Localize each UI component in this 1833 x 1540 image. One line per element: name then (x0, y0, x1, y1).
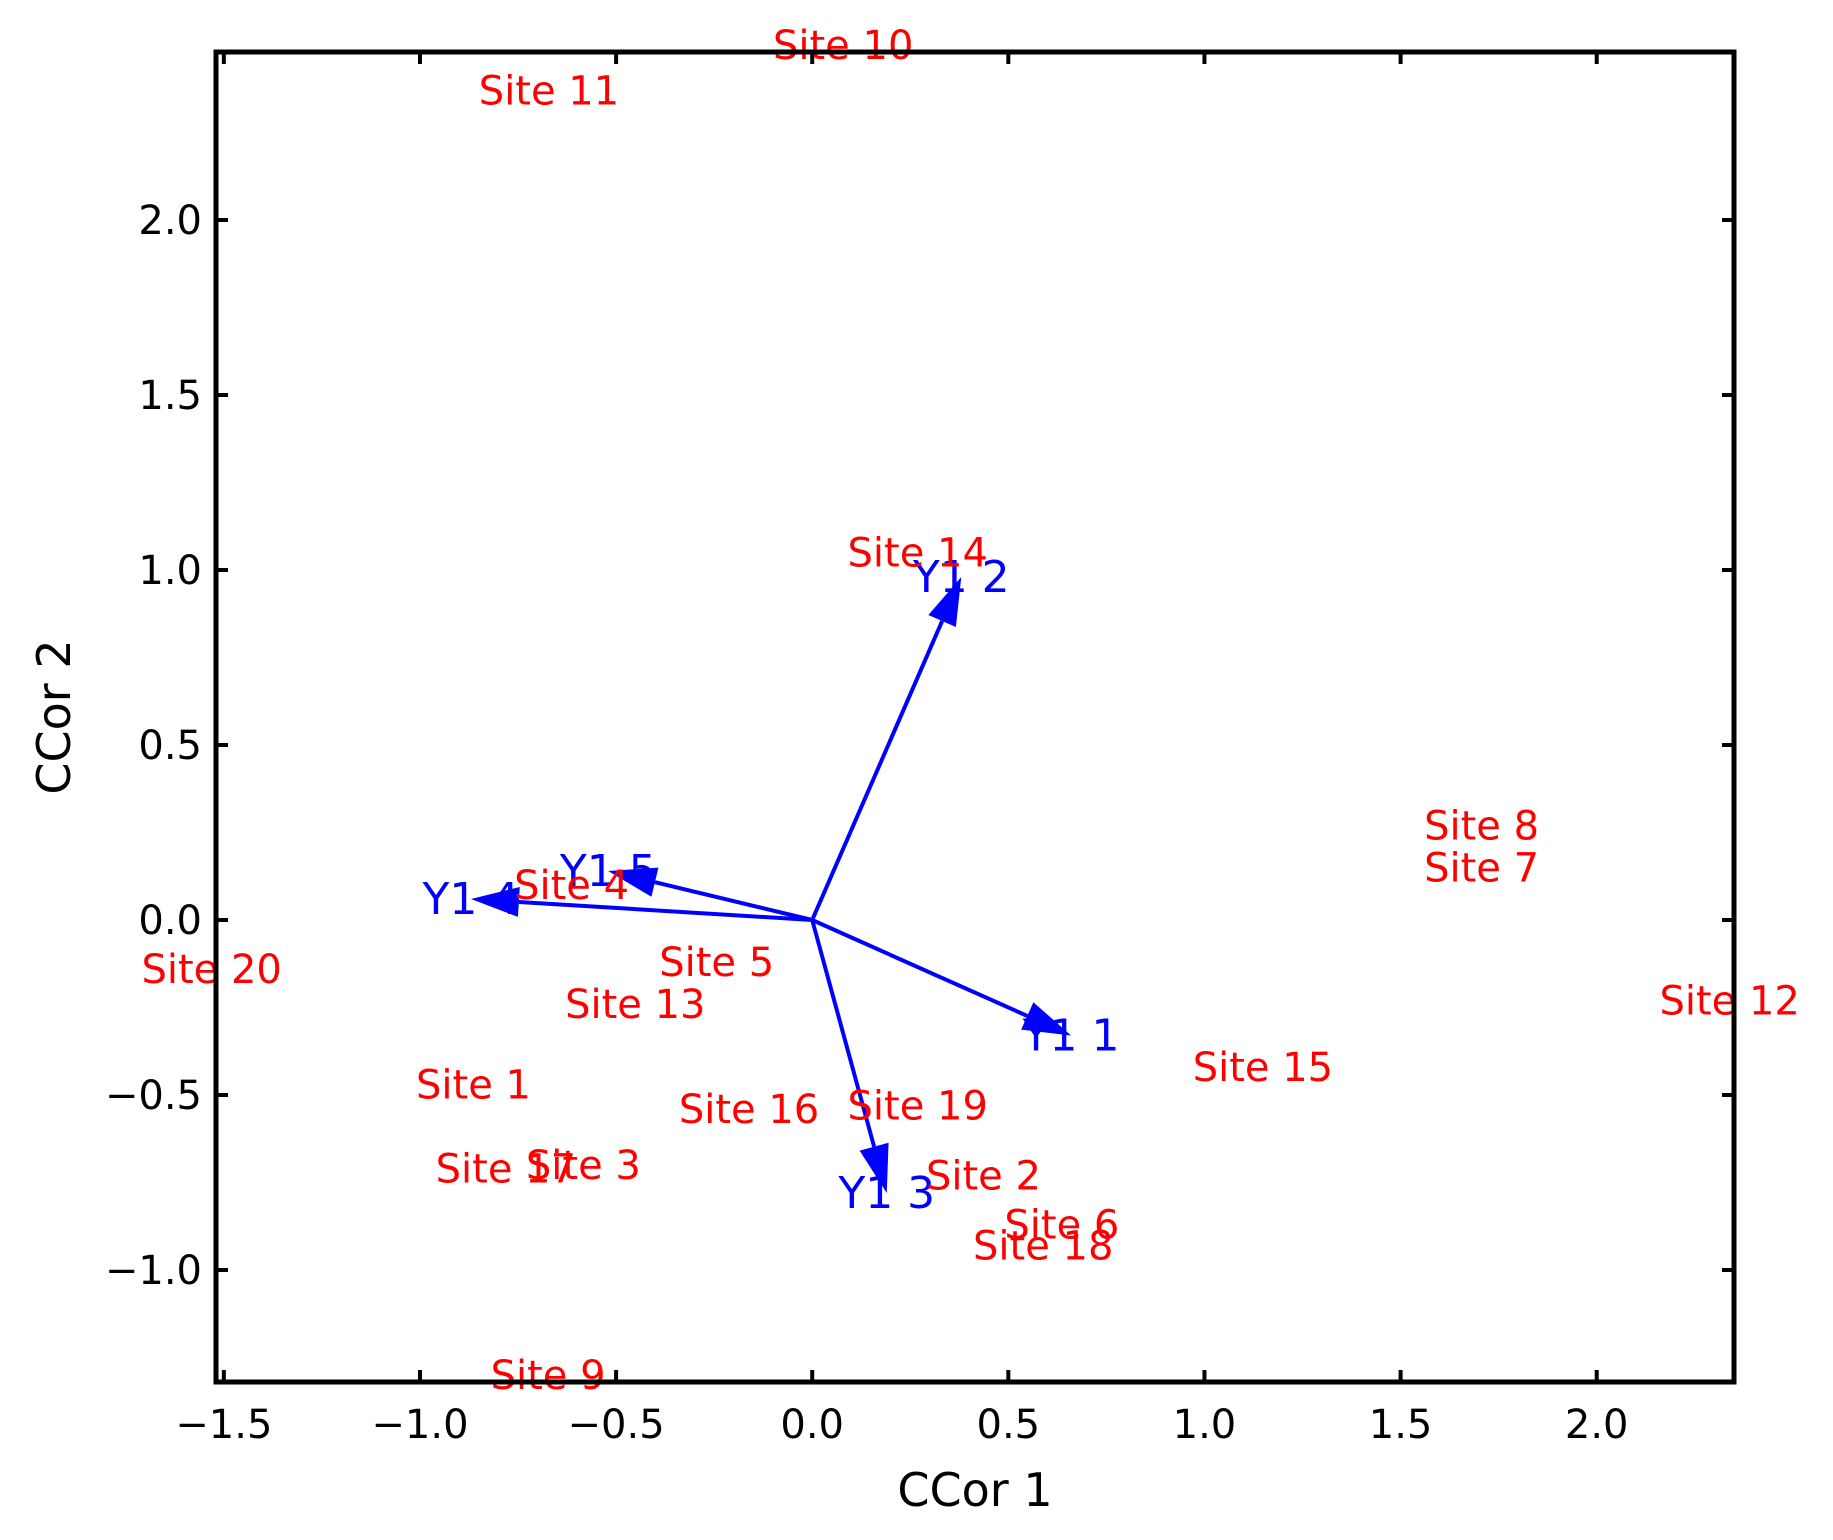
x-tick-label: 1.5 (1369, 1402, 1433, 1448)
y-tick-label: 0.0 (138, 898, 202, 944)
vector-layer: Y1 1 Y1 2 Y1 3 Y1 4 Y1 5 (422, 552, 1120, 1219)
vector-line (811, 918, 1029, 1018)
site-label: Site 20 (141, 947, 281, 993)
site-label: Site 17 (436, 1147, 576, 1193)
x-tick-label: −0.5 (568, 1402, 665, 1448)
site-label: Site 16 (679, 1087, 819, 1133)
y-axis-ticks: −1.0 −0.5 0.0 0.5 1.0 1.5 2.0 (105, 198, 1734, 1294)
x-tick-label: 0.0 (780, 1402, 844, 1448)
site-label: Site 15 (1193, 1045, 1333, 1091)
vector-label: Y1 2 (912, 552, 1010, 603)
site-label: Site 5 (659, 940, 774, 986)
site-label: Site 1 (416, 1063, 531, 1109)
vector-arrowhead (859, 1142, 889, 1193)
vector-label: Y1 1 (1022, 1011, 1120, 1062)
y-tick-label: −0.5 (105, 1073, 202, 1119)
site-label: Site 12 (1659, 979, 1799, 1025)
vector-line (810, 919, 877, 1148)
site-label: Site 3 (526, 1143, 641, 1189)
site-label: Site 6 (1004, 1203, 1119, 1249)
x-axis-label: CCor 1 (897, 1463, 1052, 1517)
x-tick-label: 1.0 (1173, 1402, 1237, 1448)
site-label: Site 10 (773, 23, 913, 69)
vector-arrowhead (470, 886, 520, 917)
x-tick-label: 2.0 (1565, 1402, 1629, 1448)
vector-arrowhead (1021, 1002, 1072, 1036)
y-axis-label: CCor 2 (27, 639, 81, 794)
site-label: Site 19 (848, 1084, 988, 1130)
x-tick-label: 0.5 (977, 1402, 1041, 1448)
site-label: Site 4 (514, 863, 629, 909)
y-tick-label: 1.5 (138, 373, 202, 419)
y-tick-label: −1.0 (105, 1248, 202, 1294)
site-label: Site 2 (926, 1154, 1041, 1200)
vector-label: Y1 5 (559, 846, 657, 897)
plot-frame (213, 49, 1737, 1385)
x-tick-label: −1.0 (371, 1402, 468, 1448)
vector-arrowhead (608, 867, 659, 897)
site-label: Site 14 (848, 531, 988, 577)
vector-line (810, 620, 944, 921)
vector-line (518, 899, 813, 922)
x-axis-ticks: −1.5 −1.0 −0.5 0.0 0.5 1.0 1.5 2.0 (175, 52, 1629, 1448)
site-label: Site 8 (1424, 804, 1539, 850)
y-tick-label: 0.5 (138, 723, 202, 769)
site-label: Site 11 (479, 69, 619, 115)
y-tick-label: 1.0 (138, 548, 202, 594)
vector-arrowhead (928, 577, 962, 628)
site-label: Site 13 (565, 982, 705, 1028)
vector-label: Y1 4 (422, 874, 520, 925)
site-label: Site 18 (973, 1224, 1113, 1270)
x-tick-label: −1.5 (175, 1402, 272, 1448)
vector-label: Y1 3 (837, 1168, 935, 1219)
vector-line (654, 880, 813, 922)
site-label: Site 7 (1424, 846, 1539, 892)
site-label: Site 9 (491, 1353, 606, 1399)
y-tick-label: 2.0 (138, 198, 202, 244)
